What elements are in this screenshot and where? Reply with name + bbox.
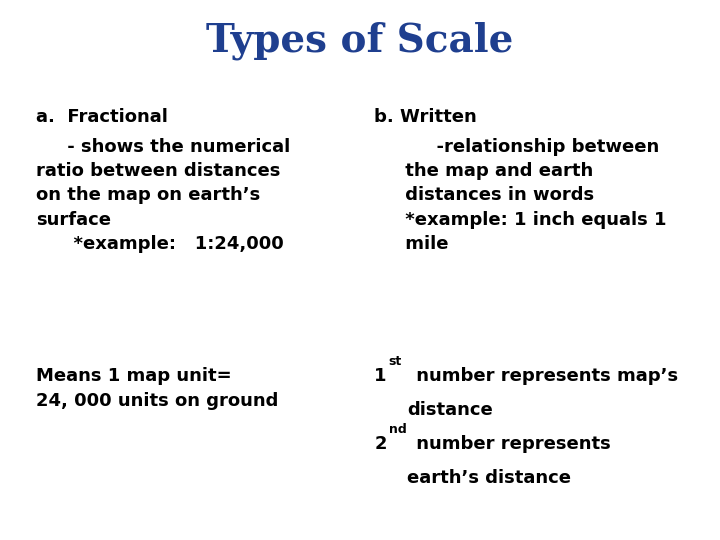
Text: Means 1 map unit=
24, 000 units on ground: Means 1 map unit= 24, 000 units on groun…	[36, 367, 279, 409]
Text: number represents map’s: number represents map’s	[410, 367, 678, 385]
Text: a.  Fractional: a. Fractional	[36, 108, 168, 126]
Text: b. Written: b. Written	[374, 108, 477, 126]
Text: 2: 2	[374, 435, 387, 453]
Text: - shows the numerical
ratio between distances
on the map on earth’s
surface
    : - shows the numerical ratio between dist…	[36, 138, 290, 253]
Text: earth’s distance: earth’s distance	[407, 469, 571, 487]
Text: number represents: number represents	[410, 435, 611, 453]
Text: -relationship between
     the map and earth
     distances in words
     *examp: -relationship between the map and earth …	[374, 138, 667, 253]
Text: st: st	[389, 355, 402, 368]
Text: Types of Scale: Types of Scale	[207, 22, 513, 60]
Text: nd: nd	[389, 423, 407, 436]
Text: distance: distance	[407, 401, 492, 419]
Text: 1: 1	[374, 367, 387, 385]
